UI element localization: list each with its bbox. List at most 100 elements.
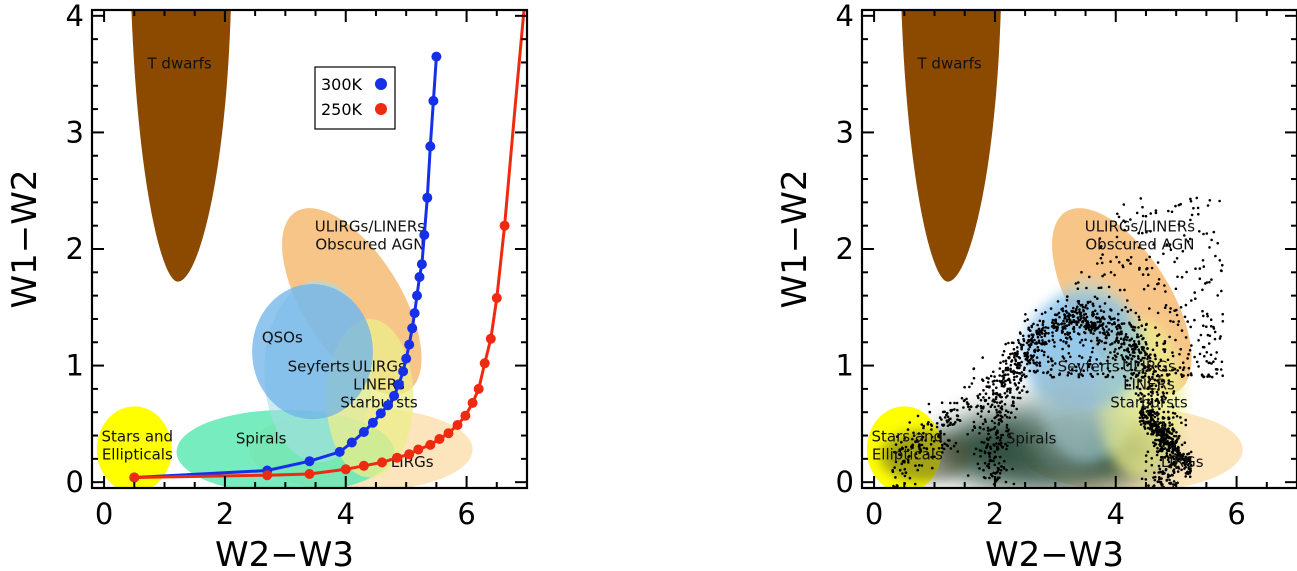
legend-marker-250k: [375, 103, 387, 115]
source-point: [1210, 278, 1213, 281]
source-point: [984, 420, 987, 424]
source-point: [1207, 361, 1211, 365]
source-point: [965, 397, 968, 401]
source-point: [1175, 415, 1179, 418]
source-point: [1172, 434, 1176, 438]
source-point: [1000, 441, 1003, 445]
source-point: [1177, 223, 1181, 226]
source-point: [1143, 366, 1147, 370]
source-point: [1214, 254, 1217, 258]
track-point-300k: [407, 323, 418, 334]
source-point: [926, 422, 930, 426]
source-point: [1171, 437, 1174, 441]
source-point: [1137, 357, 1140, 360]
source-point: [1083, 306, 1087, 309]
region-labels: T dwarfs ULIRGs/LINERs Obscured AGN Seyfert…: [872, 54, 1204, 471]
x-tick-label: 6: [1227, 497, 1245, 531]
source-point: [972, 376, 976, 380]
legend-label-250k: 250K: [321, 100, 363, 119]
source-point: [963, 385, 966, 389]
source-point: [1092, 332, 1095, 336]
legend-label-300k: 300K: [321, 75, 363, 94]
source-point: [1218, 337, 1222, 340]
source-point: [1221, 312, 1224, 316]
source-point: [1157, 400, 1160, 403]
source-point: [1005, 468, 1008, 472]
source-point: [1003, 392, 1007, 395]
source-point: [1120, 342, 1123, 346]
source-point: [977, 396, 980, 400]
source-point: [1002, 360, 1005, 363]
source-point: [1002, 350, 1006, 353]
source-point: [999, 436, 1003, 440]
source-point: [1090, 374, 1094, 378]
source-point: [1196, 206, 1200, 210]
source-point: [1037, 339, 1041, 343]
source-point: [1190, 213, 1194, 217]
source-point: [1139, 391, 1142, 395]
source-point: [1070, 309, 1073, 313]
source-point: [1053, 345, 1056, 348]
source-point: [1004, 396, 1008, 399]
source-point: [1113, 350, 1116, 354]
source-point: [968, 385, 971, 389]
source-point: [1046, 326, 1050, 330]
source-point: [1072, 315, 1076, 318]
region-label-t-dwarfs: T dwarfs: [917, 54, 982, 72]
source-point: [1218, 199, 1221, 203]
source-point: [1202, 265, 1206, 268]
source-point: [1166, 458, 1170, 462]
source-point: [1087, 365, 1091, 369]
source-point: [999, 406, 1003, 410]
source-point: [1042, 353, 1046, 357]
source-point: [1208, 246, 1211, 249]
source-point: [1194, 297, 1197, 301]
source-point: [1172, 470, 1176, 474]
source-point: [993, 416, 996, 420]
source-point: [1163, 350, 1166, 354]
source-point: [920, 423, 924, 426]
source-point: [901, 472, 904, 475]
t-dwarfs-region: [131, 10, 231, 282]
source-point: [1130, 368, 1134, 372]
source-point: [1209, 318, 1213, 322]
source-point: [992, 370, 995, 374]
source-point: [1062, 357, 1066, 360]
source-point: [1080, 323, 1083, 327]
source-point: [1132, 340, 1136, 343]
source-point: [1137, 371, 1141, 375]
source-point: [1148, 356, 1152, 360]
source-point: [1183, 234, 1186, 237]
y-tick-label: 4: [66, 0, 84, 33]
source-point: [949, 417, 952, 421]
source-point: [992, 391, 995, 395]
source-point: [1008, 391, 1012, 394]
region-label-t-dwarfs: T dwarfs: [147, 54, 212, 72]
source-point: [1167, 427, 1170, 430]
source-point: [998, 401, 1002, 405]
source-point: [1160, 395, 1163, 399]
source-point: [1158, 476, 1161, 479]
source-point: [1002, 381, 1005, 384]
source-point: [1145, 258, 1148, 262]
source-point: [1129, 353, 1132, 357]
source-point: [1120, 367, 1124, 370]
source-point: [1065, 298, 1069, 302]
source-point: [1084, 304, 1088, 307]
source-point: [1149, 212, 1152, 215]
source-point: [967, 402, 970, 406]
source-point: [998, 472, 1002, 475]
source-point: [1116, 367, 1120, 371]
source-point: [1023, 354, 1027, 358]
source-point: [1161, 471, 1164, 474]
source-point: [1009, 352, 1012, 356]
source-point: [1040, 312, 1044, 316]
source-point: [1198, 267, 1202, 270]
source-point: [1009, 435, 1012, 439]
source-point: [1148, 427, 1152, 431]
source-point: [988, 455, 991, 459]
track-point-300k: [419, 230, 430, 240]
source-point: [1160, 431, 1163, 434]
source-point: [1159, 443, 1162, 446]
source-point: [904, 471, 908, 474]
